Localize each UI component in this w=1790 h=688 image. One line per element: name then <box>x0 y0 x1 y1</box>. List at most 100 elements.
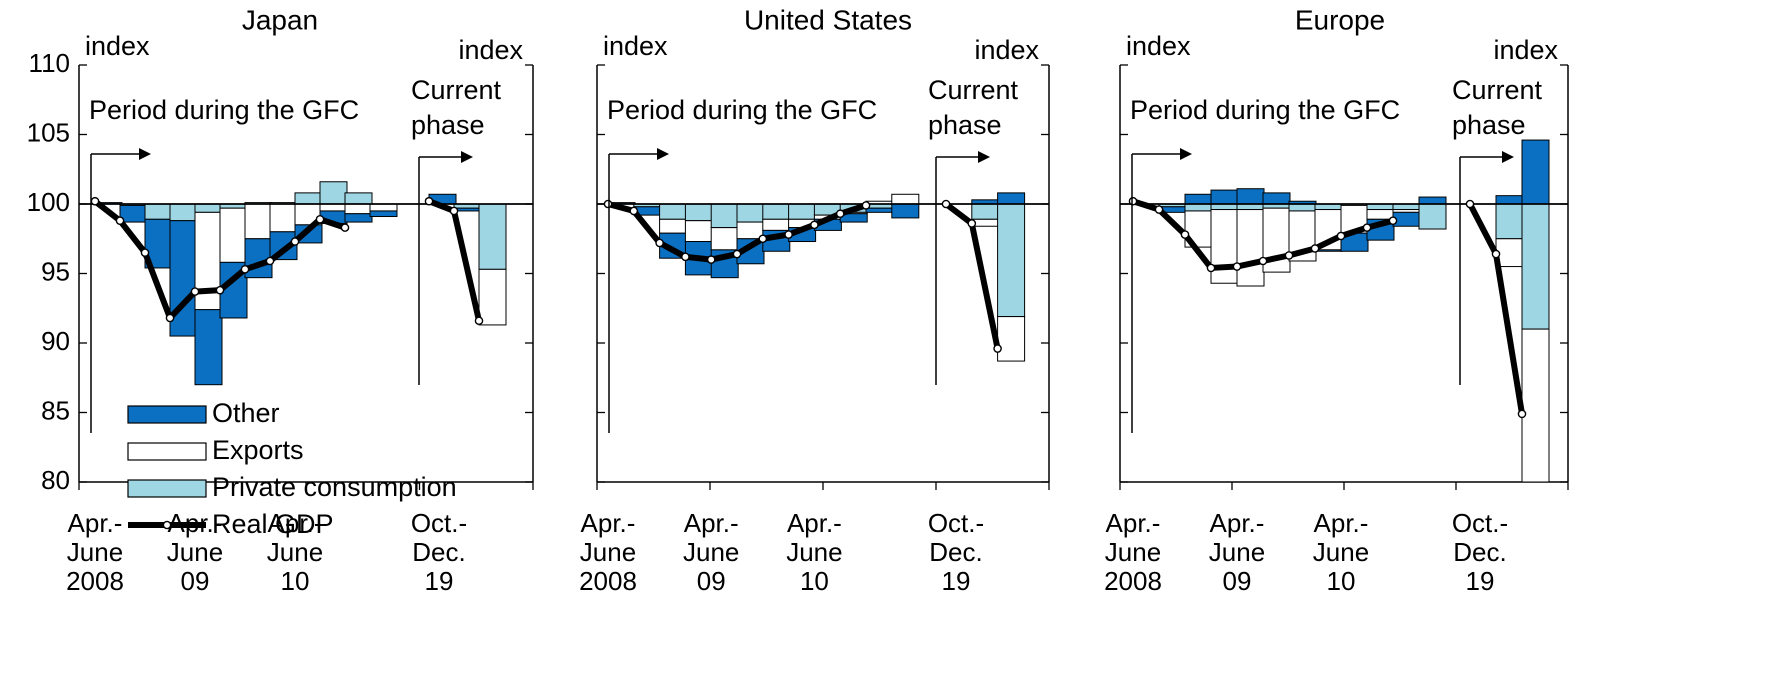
gfc-bar-exports <box>1236 209 1265 287</box>
current-bar-other <box>1521 139 1550 205</box>
gfc-bar-other <box>1262 192 1291 205</box>
gfc-bar-private-consumption <box>294 192 323 205</box>
current-phase-label-line1: Current <box>1452 75 1543 105</box>
gfc-real-gdp-point <box>215 285 225 295</box>
current-phase-label-line1: Current <box>928 75 1019 105</box>
y-tick-label: 110 <box>29 48 70 78</box>
gfc-bar-private-consumption <box>1288 203 1317 212</box>
legend-swatch-private-consumption <box>127 479 207 498</box>
x-tick-label-line1: Apr.- <box>684 508 739 538</box>
gfc-bar-private-consumption <box>684 203 713 222</box>
x-tick-label-line1: Apr.- <box>68 508 123 538</box>
gfc-real-gdp-point <box>655 238 664 248</box>
gfc-real-gdp-point <box>1206 263 1216 273</box>
x-tick-label-line2: June <box>1105 537 1161 567</box>
gfc-bar-exports <box>684 220 713 243</box>
legend-swatch-exports <box>127 442 207 461</box>
gfc-bar-other <box>1418 196 1447 205</box>
current-phase-label-line1: Current <box>411 75 502 105</box>
gfc-arrowhead <box>139 148 151 160</box>
gfc-bar-exports <box>319 203 348 212</box>
gfc-bar-other <box>865 207 894 213</box>
x-tick-label-line2: Dec. <box>1453 537 1506 567</box>
gfc-real-gdp-point <box>681 252 690 262</box>
x-tick-label-line3: 2008 <box>1104 566 1162 596</box>
gfc-real-gdp-point <box>758 234 768 244</box>
x-tick-label-line3: 19 <box>942 566 971 596</box>
gfc-real-gdp-point <box>1154 205 1164 214</box>
x-tick-label-line3: 09 <box>1223 566 1252 596</box>
gfc-bar-private-consumption <box>710 203 739 229</box>
gfc-real-gdp-point <box>240 265 250 274</box>
x-tick-label-line2: June <box>786 537 842 567</box>
current-bar-exports <box>1521 328 1550 483</box>
gfc-bar-private-consumption <box>1418 203 1447 230</box>
gfc-period-label: Period during the GFC <box>1130 95 1400 125</box>
gfc-bar-private-consumption <box>762 203 791 220</box>
gfc-real-gdp-point <box>629 206 639 216</box>
current-real-gdp-point <box>1517 409 1527 419</box>
current-bar-exports <box>997 316 1026 362</box>
gfc-real-gdp-point <box>784 230 793 239</box>
gfc-bar-private-consumption <box>194 203 223 213</box>
gfc-real-gdp-point <box>265 256 275 266</box>
gfc-real-gdp-point <box>90 196 100 206</box>
x-tick-label-line1: Oct.- <box>928 508 984 538</box>
index-label-right: index <box>458 35 523 65</box>
current-real-gdp-point <box>1491 249 1501 259</box>
current-bar-private-consumption <box>1495 203 1524 240</box>
gfc-bar-exports <box>269 203 298 233</box>
gfc-real-gdp-point <box>315 214 325 224</box>
gfc-bar-exports <box>244 203 273 240</box>
current-real-gdp-point <box>449 206 459 216</box>
gfc-real-gdp-point <box>1258 256 1268 266</box>
x-tick-label-line3: 09 <box>181 566 210 596</box>
gfc-real-gdp-point <box>810 220 819 230</box>
gfc-real-gdp-point <box>140 248 150 257</box>
x-tick-label-line3: 19 <box>425 566 454 596</box>
gfc-bar-other <box>1236 188 1265 205</box>
gfc-real-gdp-point <box>603 199 613 209</box>
current-real-gdp-point <box>993 344 1002 353</box>
gfc-bar-private-consumption <box>788 203 817 220</box>
gfc-real-gdp-point <box>340 223 350 232</box>
x-tick-label-line1: Apr.- <box>1314 508 1369 538</box>
gfc-bar-exports <box>710 227 739 251</box>
x-tick-label-line2: June <box>267 537 323 567</box>
gfc-bar-exports <box>659 218 688 234</box>
index-label-right: index <box>974 35 1039 65</box>
legend-label: Private consumption <box>212 472 457 502</box>
x-tick-label-line2: June <box>67 537 123 567</box>
gfc-period-label: Period during the GFC <box>89 95 359 125</box>
gfc-arrowhead <box>657 148 669 160</box>
current-real-gdp-point <box>967 219 977 228</box>
gfc-bar-other <box>344 213 373 223</box>
gfc-bar-private-consumption <box>319 181 348 205</box>
current-real-gdp-line <box>427 198 482 322</box>
x-tick-label-line3: 2008 <box>66 566 124 596</box>
current-bar-other <box>1495 195 1524 205</box>
gfc-real-gdp-point <box>835 209 845 219</box>
gfc-bar-private-consumption <box>144 203 173 220</box>
legend-label: Real GDP <box>212 509 334 539</box>
gfc-bar-exports <box>344 203 373 215</box>
current-arrowhead <box>978 151 990 163</box>
gfc-bar-exports <box>762 218 791 231</box>
gfc-real-gdp-point <box>706 255 716 264</box>
gfc-bar-private-consumption <box>344 192 373 205</box>
gfc-real-gdp-point <box>190 287 200 296</box>
current-bar-exports <box>478 268 507 326</box>
index-label-left: index <box>603 31 668 61</box>
current-real-gdp-point <box>474 316 484 326</box>
gfc-real-gdp-point <box>732 249 742 259</box>
x-tick-label-line3: 10 <box>1327 566 1356 596</box>
y-tick-label: 80 <box>41 465 70 495</box>
gfc-bar-exports <box>891 193 920 205</box>
gfc-bar-exports <box>194 211 223 311</box>
gfc-real-gdp-point <box>290 237 300 246</box>
gfc-bar-other <box>1210 189 1239 205</box>
current-bar-private-consumption <box>971 203 1000 220</box>
gfc-period-label: Period during the GFC <box>607 95 877 125</box>
gfc-real-gdp-point <box>115 216 125 225</box>
